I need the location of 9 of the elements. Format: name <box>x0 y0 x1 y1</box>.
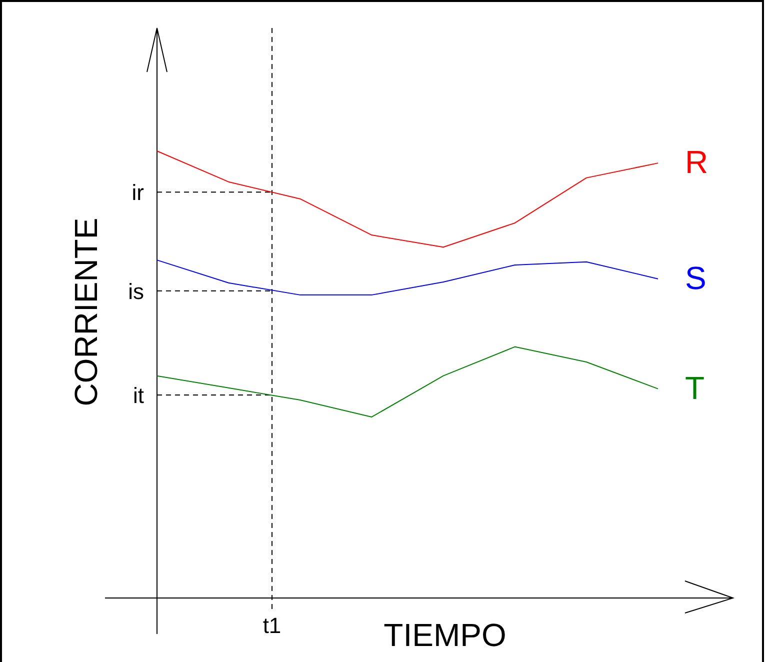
y-axis-title: CORRIENTE <box>68 218 104 406</box>
text: t1 <box>262 613 282 638</box>
ref-line-label: it <box>133 383 144 408</box>
ref-line-label: ir <box>132 180 144 206</box>
series-label: T <box>685 370 705 406</box>
x-axis-title: TIEMPO <box>384 617 506 653</box>
series-label: R <box>685 144 708 180</box>
ref-line-label: is <box>128 278 144 304</box>
series-label: S <box>685 260 706 296</box>
